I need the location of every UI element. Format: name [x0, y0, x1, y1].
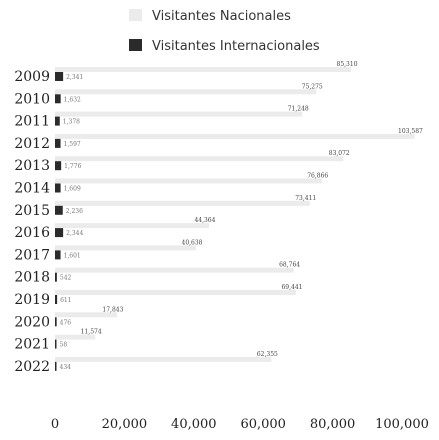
year-label-2014: 2014: [14, 181, 50, 197]
bar-nacionales-2015: [55, 200, 310, 206]
bar-nacionales-2019: [55, 290, 296, 295]
bar-internacionales-2017: [55, 250, 61, 260]
year-label-2018: 2018: [14, 270, 50, 286]
value-label-internacionales-2013: 1,776: [64, 163, 81, 170]
bar-internacionales-2019: [55, 295, 58, 304]
value-label-nacionales-2015: 73,411: [295, 195, 316, 202]
x-tick-label-40000: 40,000: [171, 417, 217, 432]
value-label-nacionales-2011: 71,248: [288, 106, 309, 113]
value-label-internacionales-2017: 1,601: [64, 252, 81, 259]
bar-internacionales-2018: [55, 272, 57, 282]
bar-nacionales-2011: [55, 111, 303, 117]
value-label-nacionales-2012: 103,587: [398, 128, 423, 135]
value-label-internacionales-2014: 1,609: [64, 186, 81, 193]
bar-internacionales-2011: [55, 116, 60, 126]
year-label-2011: 2011: [14, 114, 50, 130]
year-label-2021: 2021: [14, 337, 50, 353]
bar-internacionales-2022: [55, 361, 57, 371]
value-label-nacionales-2021: 11,574: [81, 329, 102, 336]
value-label-internacionales-2010: 1,632: [64, 96, 81, 103]
year-label-2022: 2022: [14, 359, 50, 375]
bar-internacionales-2009: [55, 72, 64, 81]
legend-swatch-nacionales: [129, 9, 142, 21]
legend-swatch-internacionales: [129, 39, 142, 51]
value-label-internacionales-2012: 1,597: [64, 141, 81, 148]
bars-group: 2009 85,310 2,341 2010 75,275 1,632 2011 71,248…: [14, 61, 423, 375]
year-label-2015: 2015: [14, 203, 50, 219]
year-label-2020: 2020: [14, 314, 50, 330]
year-label-2010: 2010: [14, 91, 50, 107]
legend: Visitantes Nacionales Visitantes Interna…: [129, 9, 320, 54]
value-label-nacionales-2017: 40,638: [182, 239, 203, 246]
year-label-2019: 2019: [14, 292, 50, 308]
bar-nacionales-2020: [55, 312, 117, 318]
value-label-internacionales-2016: 2,344: [66, 230, 83, 237]
value-label-internacionales-2011: 1,378: [63, 119, 80, 126]
value-label-internacionales-2009: 2,341: [66, 74, 83, 81]
value-label-internacionales-2022: 434: [60, 364, 72, 371]
bar-internacionales-2012: [55, 138, 61, 148]
bar-nacionales-2022: [55, 356, 272, 362]
bar-nacionales-2014: [55, 178, 322, 184]
legend-label-internacionales: Visitantes Internacionales: [152, 39, 320, 54]
value-label-nacionales-2016: 44,364: [194, 217, 215, 224]
bar-nacionales-2012: [55, 133, 415, 139]
year-label-2009: 2009: [14, 69, 50, 85]
x-axis: 0 20,000 40,000 60,000 80,000 100,000: [51, 417, 429, 432]
value-label-nacionales-2022: 62,355: [257, 351, 278, 358]
x-tick-label-60000: 60,000: [240, 417, 286, 432]
value-label-internacionales-2019: 611: [60, 297, 71, 304]
year-label-2017: 2017: [14, 247, 50, 263]
value-label-nacionales-2009: 85,310: [337, 61, 358, 68]
value-label-internacionales-2015: 2,236: [66, 208, 83, 215]
year-label-2012: 2012: [14, 136, 50, 152]
bar-nacionales-2018: [55, 267, 294, 273]
value-label-internacionales-2018: 542: [60, 275, 72, 282]
value-label-nacionales-2019: 69,441: [281, 284, 302, 291]
x-tick-label-100000: 100,000: [375, 417, 429, 432]
legend-label-nacionales: Visitantes Nacionales: [152, 9, 291, 24]
bar-nacionales-2016: [55, 223, 209, 229]
value-label-internacionales-2020: 476: [60, 319, 72, 326]
bar-internacionales-2021: [55, 339, 57, 349]
value-label-internacionales-2021: 58: [60, 342, 68, 349]
bar-internacionales-2020: [55, 317, 57, 327]
bar-internacionales-2013: [55, 161, 62, 171]
x-tick-label-20000: 20,000: [102, 417, 148, 432]
bar-nacionales-2017: [55, 245, 197, 251]
bar-nacionales-2021: [55, 334, 96, 340]
value-label-nacionales-2010: 75,275: [302, 83, 323, 90]
x-tick-label-80000: 80,000: [310, 417, 356, 432]
bar-internacionales-2014: [55, 183, 61, 193]
year-label-2016: 2016: [14, 225, 50, 241]
bar-internacionales-2015: [55, 205, 63, 215]
bar-internacionales-2016: [55, 228, 64, 238]
value-label-nacionales-2013: 83,072: [329, 150, 350, 157]
bar-nacionales-2010: [55, 89, 317, 95]
bar-nacionales-2009: [55, 67, 352, 72]
year-label-2013: 2013: [14, 158, 50, 174]
value-label-nacionales-2020: 17,843: [102, 306, 123, 313]
value-label-nacionales-2014: 76,866: [307, 173, 328, 180]
x-tick-label-0: 0: [51, 417, 59, 432]
value-label-nacionales-2018: 68,764: [279, 262, 300, 269]
bar-nacionales-2013: [55, 156, 344, 162]
bar-internacionales-2010: [55, 94, 61, 104]
